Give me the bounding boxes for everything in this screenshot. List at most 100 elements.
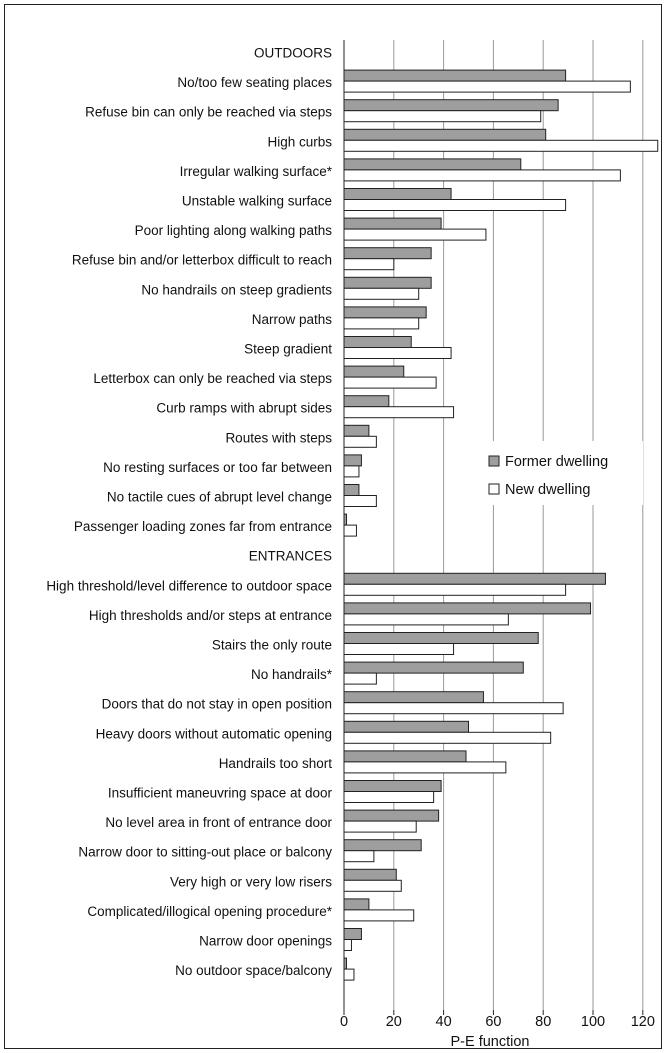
- bar-new-dwelling: [343, 376, 437, 389]
- bar-new-dwelling: [343, 80, 631, 93]
- x-tick-label: 40: [436, 1014, 452, 1030]
- bar-new-dwelling: [343, 287, 420, 300]
- bar-new-dwelling: [343, 435, 377, 448]
- bar-new-dwelling: [343, 791, 435, 803]
- category-label: Narrow door openings: [199, 934, 332, 949]
- bar-new-dwelling: [343, 258, 395, 271]
- bar-former-dwelling: [343, 572, 606, 585]
- category-label: No/too few seating places: [177, 75, 332, 90]
- category-label: Steep gradient: [244, 342, 332, 357]
- bar-former-dwelling: [343, 336, 412, 348]
- category-label: High curbs: [267, 134, 332, 149]
- bar-former-dwelling: [343, 839, 422, 852]
- legend: Former dwelling New dwelling: [485, 441, 643, 505]
- x-tick-label: 0: [340, 1014, 348, 1030]
- category-label: Doors that do not stay in open position: [102, 697, 332, 712]
- bar-former-dwelling: [343, 691, 484, 704]
- bar-former-dwelling: [343, 395, 390, 408]
- bar-new-dwelling: [343, 583, 567, 596]
- category-label: Heavy doors without automatic opening: [96, 726, 332, 741]
- bar-new-dwelling: [343, 909, 415, 922]
- bar-new-dwelling: [343, 939, 352, 951]
- bar-new-dwelling: [343, 761, 507, 774]
- category-label: Curb ramps with abrupt sides: [156, 401, 332, 416]
- bar-new-dwelling: [343, 672, 377, 685]
- legend-swatch-new: [488, 483, 500, 495]
- bar-new-dwelling: [343, 495, 377, 507]
- category-label: Handrails too short: [219, 756, 333, 771]
- bar-former-dwelling: [343, 780, 442, 792]
- x-tick-label: 80: [535, 1014, 551, 1030]
- legend-label-former: Former dwelling: [505, 454, 608, 470]
- category-label: No tactile cues of abrupt level change: [107, 490, 332, 505]
- label-layer: OUTDOORS No/too few seating places Refuse …: [46, 46, 332, 979]
- bar-new-dwelling: [343, 465, 360, 478]
- x-tick-label: 100: [581, 1014, 605, 1030]
- x-tick-label: 60: [485, 1014, 501, 1030]
- bar-former-dwelling: [343, 750, 467, 763]
- bar-new-dwelling: [343, 317, 420, 330]
- category-label: Passenger loading zones far from entranc…: [74, 519, 332, 534]
- bar-former-dwelling: [343, 661, 524, 674]
- bar-new-dwelling: [343, 228, 487, 241]
- category-label: Narrow door to sitting-out place or balc…: [78, 845, 332, 860]
- bar-new-dwelling: [343, 850, 375, 863]
- category-label: Irregular walking surface*: [180, 164, 333, 179]
- bar-former-dwelling: [343, 99, 559, 112]
- category-label: Complicated/illogical opening procedure*: [87, 904, 332, 919]
- bar-new-dwelling: [343, 879, 402, 892]
- bar-new-dwelling: [343, 702, 564, 715]
- bar-former-dwelling: [343, 365, 405, 378]
- bar-former-dwelling: [343, 898, 370, 911]
- legend-label-new: New dwelling: [505, 482, 590, 498]
- category-label: High threshold/level difference to outdo…: [46, 578, 332, 593]
- bar-new-dwelling: [343, 613, 509, 626]
- bar-former-dwelling: [343, 276, 432, 289]
- bar-new-dwelling: [343, 139, 659, 152]
- axis-layer: P-E function 0 20 40 60 80 100 120: [340, 40, 655, 1050]
- bar-former-dwelling: [343, 128, 547, 141]
- bar-former-dwelling: [343, 720, 469, 733]
- bar-former-dwelling: [343, 188, 452, 200]
- chart-frame: [4, 4, 662, 1049]
- category-label: High thresholds and/or steps at entrance: [89, 608, 332, 623]
- bar-former-dwelling: [343, 602, 592, 615]
- bar-layer: [343, 69, 659, 981]
- bar-new-dwelling: [343, 820, 417, 833]
- bar-former-dwelling: [343, 928, 362, 940]
- bar-former-dwelling: [343, 158, 522, 171]
- bar-new-dwelling: [343, 110, 542, 123]
- bar-new-dwelling: [343, 643, 455, 655]
- bar-new-dwelling: [343, 731, 552, 744]
- category-label: Refuse bin and/or letterbox difficult to…: [72, 253, 332, 268]
- bar-former-dwelling: [343, 454, 362, 467]
- category-label: No level area in front of entrance door: [105, 815, 332, 830]
- category-label: Routes with steps: [225, 430, 332, 445]
- bar-new-dwelling: [343, 199, 567, 211]
- category-label: Narrow paths: [252, 312, 333, 327]
- category-label: Unstable walking surface: [182, 194, 332, 209]
- category-label: No handrails on steep gradients: [141, 282, 332, 297]
- bar-former-dwelling: [343, 306, 427, 319]
- legend-swatch-former: [488, 455, 500, 467]
- bar-former-dwelling: [343, 217, 442, 230]
- bar-new-dwelling: [343, 169, 621, 182]
- section-label: ENTRANCES: [249, 549, 332, 564]
- bar-new-dwelling: [343, 406, 455, 419]
- category-label: No outdoor space/balcony: [175, 963, 332, 978]
- bar-new-dwelling: [343, 347, 452, 359]
- legend-box: [485, 441, 643, 505]
- bar-new-dwelling: [343, 968, 355, 981]
- category-label: Very high or very low risers: [170, 874, 332, 889]
- bar-former-dwelling: [343, 69, 567, 82]
- category-label: Letterbox can only be reached via steps: [93, 371, 332, 386]
- bar-former-dwelling: [343, 868, 397, 881]
- category-label: Insufficient maneuvring space at door: [108, 786, 333, 801]
- category-label: Refuse bin can only be reached via steps: [85, 105, 332, 120]
- x-tick-label: 120: [631, 1014, 655, 1030]
- bar-former-dwelling: [343, 247, 432, 260]
- bar-new-dwelling: [343, 524, 357, 537]
- section-label: OUTDOORS: [254, 46, 332, 61]
- x-axis-title: P-E function: [451, 1034, 530, 1050]
